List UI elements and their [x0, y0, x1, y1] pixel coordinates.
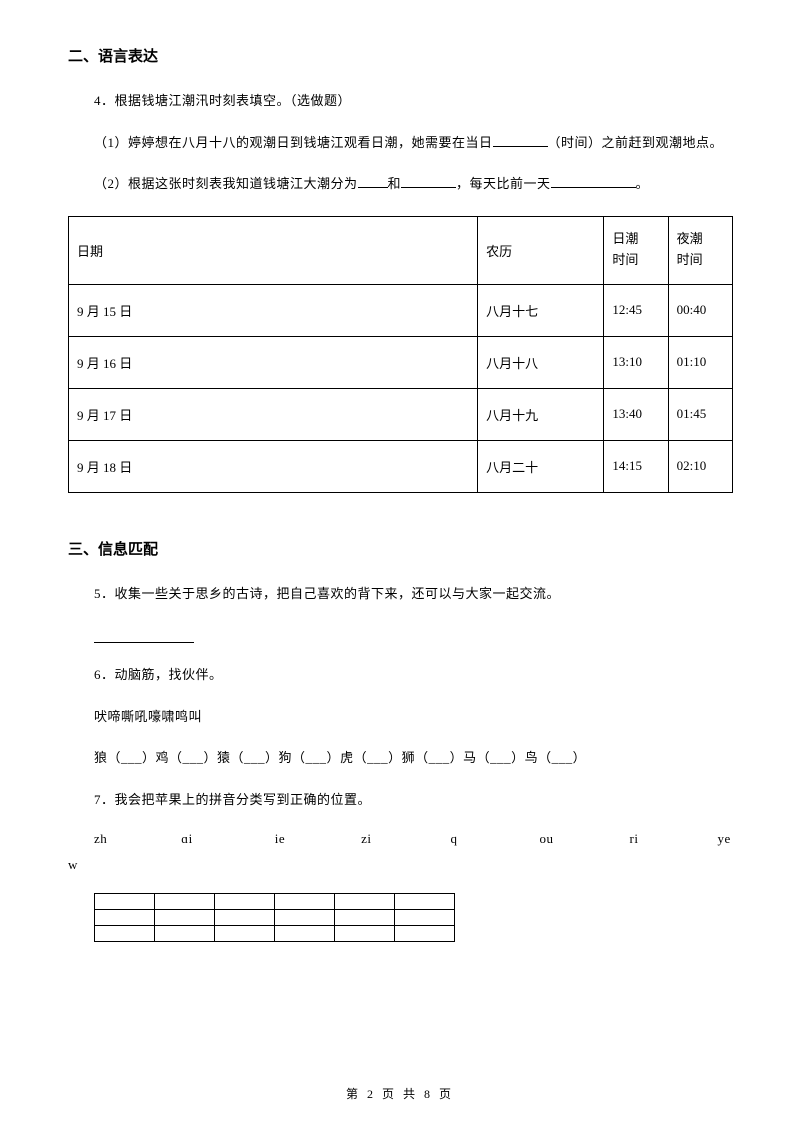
q7-pinyin-row: zh ɑi ie zi q ou ri ye [94, 831, 732, 847]
pinyin-item: q [450, 831, 457, 847]
q4-sub2: （2）根据这张时刻表我知道钱塘江大潮分为 和 ，每天比前一天 。 [94, 174, 732, 194]
th-daytide: 日潮 时间 [604, 216, 668, 284]
cell-date: 9 月 17 日 [69, 388, 478, 440]
blank[interactable] [401, 175, 456, 188]
tide-table: 日期 农历 日潮 时间 夜潮 时间 9 月 15 日 八月十七 12:45 00… [68, 216, 733, 493]
table-row: 9 月 17 日 八月十九 13:40 01:45 [69, 388, 733, 440]
q6-stem: 6．动脑筋，找伙伴。 [94, 665, 732, 685]
answer-grid[interactable] [94, 893, 455, 942]
cell-date: 9 月 16 日 [69, 336, 478, 388]
blank[interactable] [493, 134, 548, 147]
cell-nighttide: 02:10 [668, 440, 732, 492]
cell-daytide: 13:40 [604, 388, 668, 440]
page-footer: 第 2 页 共 8 页 [0, 1085, 800, 1102]
cell-lunar: 八月十九 [478, 388, 604, 440]
q6-word: 鸡（___） [156, 750, 218, 765]
section-2-title: 二、语言表达 [68, 45, 732, 66]
q4-sub1: （1）婷婷想在八月十八的观潮日到钱塘江观看日潮，她需要在当日 （时间）之前赶到观潮… [94, 133, 732, 153]
q4-p2-mid2: ，每天比前一天 [456, 176, 551, 191]
cell-lunar: 八月十七 [478, 284, 604, 336]
table-header-row: 日期 农历 日潮 时间 夜潮 时间 [69, 216, 733, 284]
pinyin-item: zi [361, 831, 371, 847]
cell-lunar: 八月二十 [478, 440, 604, 492]
cell-date: 9 月 15 日 [69, 284, 478, 336]
q4-stem: 4．根据钱塘江潮汛时刻表填空。（选做题） [94, 91, 732, 111]
q4-p1-mid: （时间）之前赶到观潮地点。 [548, 135, 724, 150]
pinyin-item: ɑi [181, 831, 192, 847]
cell-daytide: 13:10 [604, 336, 668, 388]
pinyin-item: ou [539, 831, 553, 847]
q6-word: 狮（___） [402, 750, 464, 765]
pinyin-item: zh [94, 831, 107, 847]
cell-date: 9 月 18 日 [69, 440, 478, 492]
cell-nighttide: 01:10 [668, 336, 732, 388]
q6-word: 马（___） [463, 750, 525, 765]
table-row: 9 月 15 日 八月十七 12:45 00:40 [69, 284, 733, 336]
q6-hints: 吠啼嘶吼嚎啸鸣叫 [94, 707, 732, 727]
q6-word: 狼（___） [94, 750, 156, 765]
cell-nighttide: 00:40 [668, 284, 732, 336]
cell-daytide: 14:15 [604, 440, 668, 492]
q4-p2-mid1: 和 [388, 176, 402, 191]
cell-daytide: 12:45 [604, 284, 668, 336]
q6-fill-row: 狼（___）鸡（___）猿（___）狗（___）虎（___）狮（___）马（__… [94, 748, 732, 768]
q4-p1-pre: （1）婷婷想在八月十八的观潮日到钱塘江观看日潮，她需要在当日 [94, 135, 493, 150]
table-row: 9 月 18 日 八月二十 14:15 02:10 [69, 440, 733, 492]
blank[interactable] [358, 175, 388, 188]
q7-tail: w [68, 857, 732, 873]
q6-word: 狗（___） [279, 750, 341, 765]
section-3-title: 三、信息匹配 [68, 538, 732, 559]
q7-stem: 7．我会把苹果上的拼音分类写到正确的位置。 [94, 790, 732, 810]
pinyin-item: ie [275, 831, 285, 847]
pinyin-item: ri [629, 831, 638, 847]
blank[interactable] [551, 175, 636, 188]
q6-word: 虎（___） [340, 750, 402, 765]
th-nighttide: 夜潮 时间 [668, 216, 732, 284]
q4-p2-end: 。 [636, 176, 650, 191]
q6-word: 鸟（___） [525, 750, 587, 765]
cell-nighttide: 01:45 [668, 388, 732, 440]
q5-stem: 5．收集一些关于思乡的古诗，把自己喜欢的背下来，还可以与大家一起交流。 [94, 584, 732, 604]
answer-line[interactable] [94, 625, 194, 643]
q6-word: 猿（___） [217, 750, 279, 765]
pinyin-item: ye [717, 831, 730, 847]
q4-p2-pre: （2）根据这张时刻表我知道钱塘江大潮分为 [94, 176, 358, 191]
table-row: 9 月 16 日 八月十八 13:10 01:10 [69, 336, 733, 388]
cell-lunar: 八月十八 [478, 336, 604, 388]
th-lunar: 农历 [478, 216, 604, 284]
th-date: 日期 [69, 216, 478, 284]
